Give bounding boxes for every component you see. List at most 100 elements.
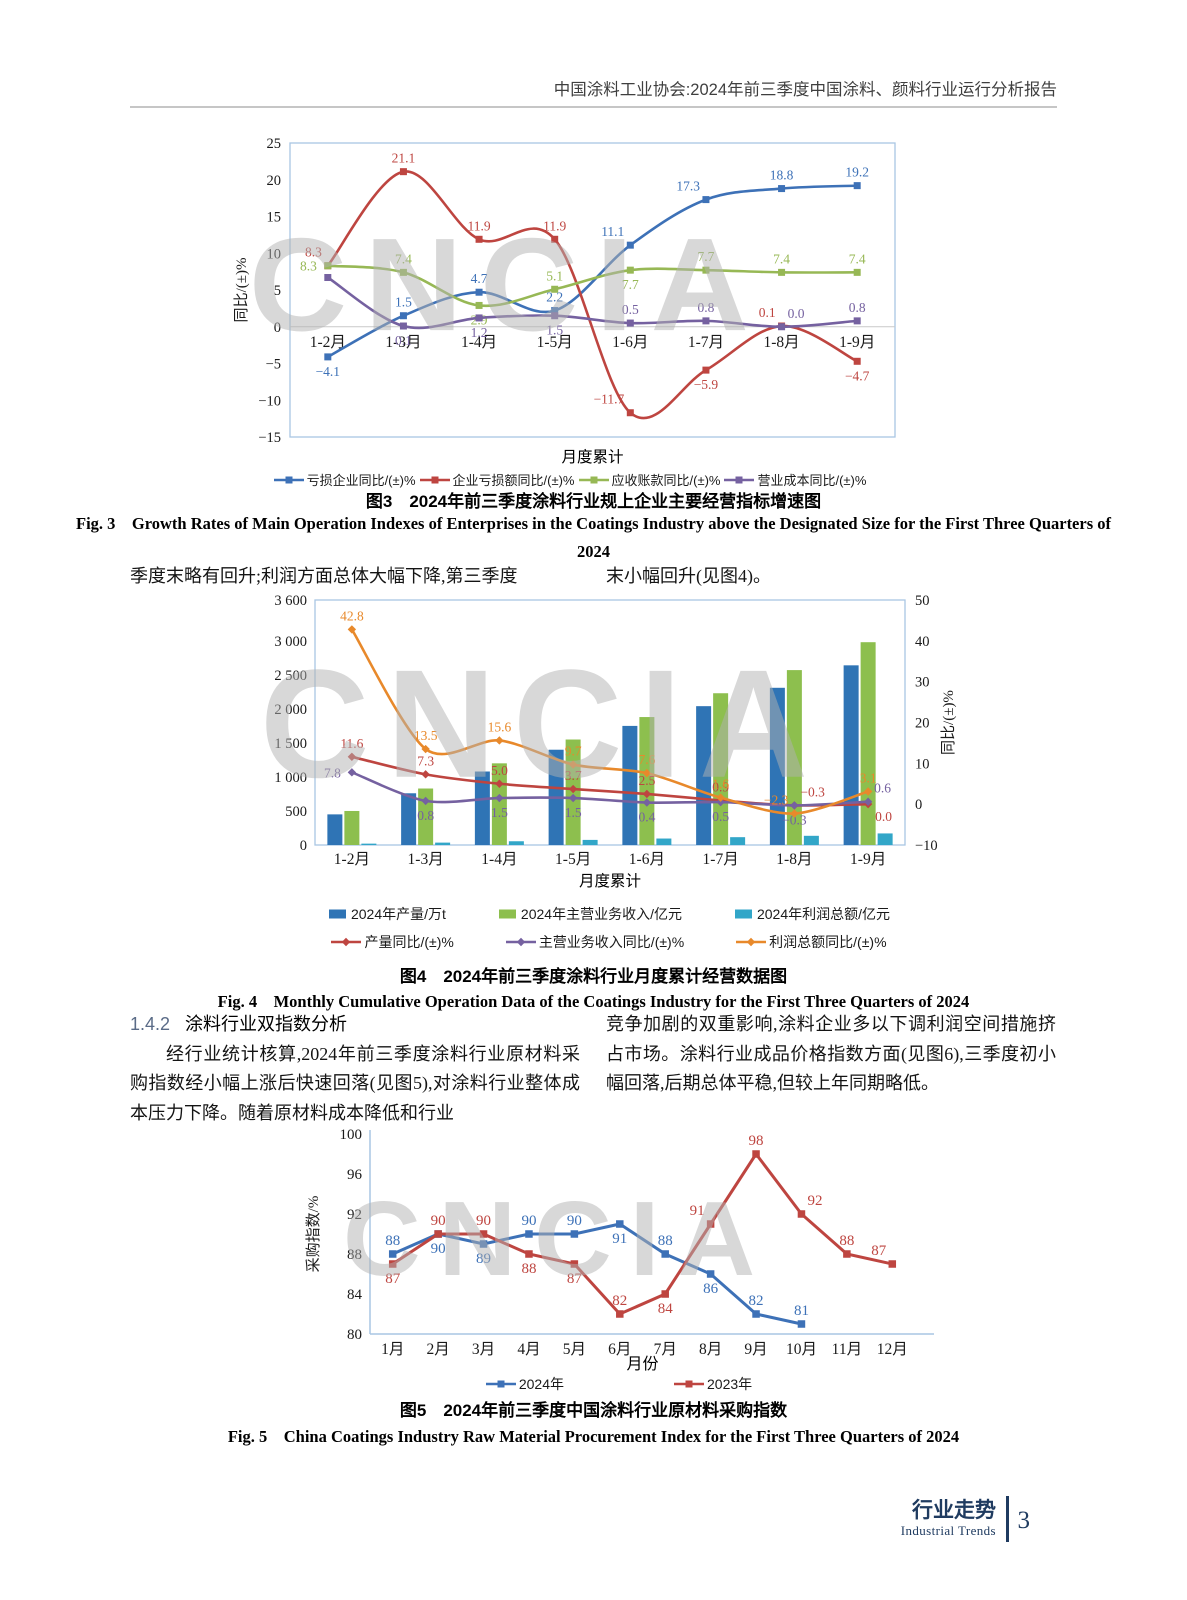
fig5-caption-en: Fig. 5 China Coatings Industry Raw Mater… [227, 1427, 960, 1446]
svg-text:1.5: 1.5 [491, 805, 508, 820]
svg-text:2.2: 2.2 [546, 290, 563, 305]
svg-text:0.0: 0.0 [875, 809, 892, 824]
legend-marker-icon [331, 937, 362, 947]
svg-text:月度累计: 月度累计 [561, 448, 623, 466]
fig4-legend-lines-row: 产量同比/(±)% 主营业务收入同比/(±)% 利润总额同比/(±)% [253, 932, 965, 952]
fig4-legend: 2024年产量/万t 2024年主营业务收入/亿元 2024年利润总额/亿元 产量同… [253, 904, 965, 952]
svg-text:−5: −5 [266, 357, 281, 373]
svg-text:91: 91 [612, 1231, 627, 1247]
svg-text:11.9: 11.9 [543, 218, 566, 233]
svg-text:90: 90 [476, 1213, 491, 1229]
legend-label: 2024年产量/万t [350, 906, 446, 922]
svg-text:5: 5 [274, 283, 281, 299]
legend-label: 营业成本同比/(±)% [757, 473, 867, 488]
svg-text:−10: −10 [258, 393, 281, 409]
svg-text:1 000: 1 000 [274, 770, 307, 786]
svg-text:12月: 12月 [877, 1341, 908, 1358]
legend-item: 营业成本同比/(±)% [724, 470, 866, 489]
svg-text:8.3: 8.3 [300, 259, 317, 274]
svg-text:87: 87 [567, 1271, 583, 1287]
svg-text:90: 90 [521, 1213, 536, 1229]
svg-text:21.1: 21.1 [392, 151, 416, 166]
svg-text:月度累计: 月度累计 [579, 872, 641, 890]
svg-text:19.2: 19.2 [845, 165, 869, 180]
legend-item: 2024年主营业务收入/亿元 [498, 904, 682, 924]
legend-item: 产量同比/(±)% [331, 932, 454, 952]
svg-text:100: 100 [340, 1127, 363, 1143]
svg-text:0.8: 0.8 [698, 300, 715, 315]
legend-marker-icon [498, 909, 516, 919]
legend-label: 2024年主营业务收入/亿元 [520, 906, 682, 922]
svg-text:0.4: 0.4 [638, 810, 655, 825]
legend-marker-icon [328, 909, 346, 919]
svg-text:−15: −15 [258, 430, 281, 446]
legend-marker-icon [419, 476, 450, 483]
legend-label: 应收账款同比/(±)% [611, 473, 721, 488]
fig3-caption-en: Fig. 3 Growth Rates of Main Operation In… [75, 514, 1111, 561]
legend-marker-icon [273, 476, 304, 483]
svg-text:3 000: 3 000 [274, 634, 307, 650]
svg-text:月份: 月份 [626, 1355, 658, 1372]
header-divider [130, 106, 1057, 108]
svg-text:7.8: 7.8 [324, 765, 341, 780]
svg-text:88: 88 [347, 1247, 362, 1263]
svg-text:81: 81 [794, 1303, 809, 1319]
svg-text:82: 82 [612, 1293, 627, 1309]
footer-labels: 行业走势 Industrial Trends [901, 1499, 996, 1539]
svg-text:11月: 11月 [832, 1341, 862, 1358]
svg-text:50: 50 [915, 593, 930, 609]
svg-text:−0.3: −0.3 [782, 812, 807, 827]
svg-text:7.4: 7.4 [395, 251, 412, 266]
svg-text:92: 92 [347, 1207, 362, 1223]
svg-text:1-6月: 1-6月 [629, 851, 665, 868]
svg-text:1-2月: 1-2月 [334, 851, 370, 868]
legend-label: 产量同比/(±)% [364, 934, 454, 950]
svg-text:3.7: 3.7 [565, 768, 582, 783]
svg-text:1.5: 1.5 [546, 323, 563, 338]
svg-text:1 500: 1 500 [274, 736, 307, 752]
svg-text:0.0: 0.0 [788, 306, 805, 321]
svg-text:10: 10 [267, 246, 282, 262]
svg-text:1.2: 1.2 [471, 325, 488, 340]
page-footer: 行业走势 Industrial Trends 3 [901, 1496, 1030, 1542]
page-number: 3 [1017, 1507, 1031, 1534]
svg-text:98: 98 [749, 1133, 764, 1149]
svg-text:11.9: 11.9 [468, 218, 491, 233]
svg-text:10: 10 [915, 756, 930, 772]
svg-text:1-7月: 1-7月 [703, 851, 739, 868]
svg-text:2月: 2月 [426, 1341, 449, 1358]
svg-text:15.6: 15.6 [488, 719, 512, 734]
svg-text:7.7: 7.7 [622, 277, 639, 292]
svg-text:1-4月: 1-4月 [481, 851, 517, 868]
svg-text:87: 87 [871, 1243, 887, 1259]
legend-label: 2023年 [707, 1376, 753, 1392]
svg-text:96: 96 [347, 1167, 363, 1183]
svg-text:500: 500 [285, 804, 307, 820]
svg-text:92: 92 [807, 1193, 822, 1209]
fig3-plot: 25 20 15 10 5 0 −5 −10 −15 同比/(±)% 1-2月 1-3月 1-4月 1-5… [233, 136, 896, 466]
svg-text:0.6: 0.6 [874, 781, 891, 796]
fig3-caption-cn: 图3 2024年前三季度涂料行业规上企业主要经营指标增速图 [365, 492, 822, 511]
svg-text:0: 0 [300, 838, 307, 854]
svg-text:1-8月: 1-8月 [763, 334, 799, 351]
paragraph-left-column: 季度末略有回升;利润方面总体大幅下降,第三季度 [130, 566, 518, 586]
section-title: 涂料行业双指数分析 [185, 1014, 348, 1034]
svg-text:−5.9: −5.9 [694, 377, 719, 392]
svg-text:91: 91 [690, 1203, 705, 1219]
legend-label: 企业亏损额同比/(±)% [452, 473, 575, 488]
svg-text:5.0: 5.0 [491, 763, 508, 778]
svg-text:2 000: 2 000 [274, 702, 307, 718]
svg-text:0.8: 0.8 [417, 808, 434, 823]
svg-text:9月: 9月 [744, 1341, 767, 1358]
svg-text:−10: −10 [915, 838, 938, 854]
svg-text:80: 80 [347, 1327, 362, 1343]
legend-marker-icon [674, 1380, 704, 1388]
svg-text:4月: 4月 [517, 1341, 540, 1358]
svg-text:30: 30 [915, 675, 930, 691]
svg-text:1-3月: 1-3月 [408, 851, 444, 868]
section-number: 1.4.2 [130, 1014, 171, 1034]
fig4-caption-en: Fig. 4 Monthly Cumulative Operation Data… [217, 992, 970, 1011]
svg-text:采购指数/%: 采购指数/% [305, 1196, 322, 1273]
legend-item: 2024年产量/万t [328, 904, 446, 924]
svg-text:0.9: 0.9 [712, 779, 729, 794]
